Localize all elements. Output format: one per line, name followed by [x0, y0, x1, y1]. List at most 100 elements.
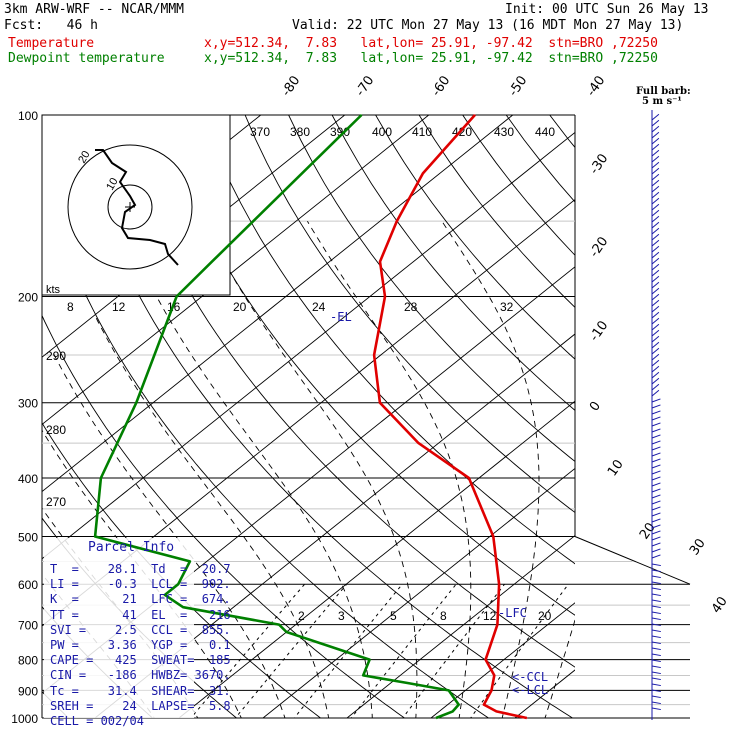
isotherm-line [599, 115, 740, 718]
wind-barb [651, 245, 660, 253]
dry-adiabat-line [680, 115, 740, 731]
wind-barb [651, 593, 661, 597]
wind-barb [651, 209, 660, 217]
temperature-point [493, 674, 495, 677]
wind-barb [651, 197, 660, 205]
isotherm-label: 10 [605, 457, 627, 479]
wind-barb [651, 398, 661, 403]
marker-el: -EL [330, 310, 352, 324]
dewpoint-point [406, 682, 409, 684]
parcel-info-row: T = 28.1 Td = 20.7 [50, 562, 231, 576]
marker-ccl: <-CCL [512, 670, 548, 684]
dewpoint-point [369, 658, 371, 661]
dry-adiabat-line [462, 115, 575, 256]
wind-barb [651, 506, 661, 511]
wind-barb [651, 131, 660, 139]
parcel-info-row: SVI = 2.5 CCL = 855. [50, 622, 231, 637]
wind-barb [651, 137, 660, 145]
dry-adiabat-line [70, 115, 574, 718]
barb-legend-title: Full barb: [636, 86, 691, 97]
dewpoint-point [448, 689, 450, 692]
dry-adiabat-line [549, 115, 575, 149]
mixing-ratio-lines [179, 583, 569, 718]
wind-barb [651, 329, 660, 337]
temperature-point [384, 295, 386, 298]
dewpoint-point [452, 710, 454, 712]
temperature-point [484, 658, 487, 661]
isotherm-line [42, 115, 514, 493]
wind-barb [651, 470, 661, 475]
wind-barb [651, 119, 660, 127]
wind-barb [651, 347, 660, 355]
dry-adiabat-line [288, 115, 575, 463]
hodograph-units: kts [46, 284, 61, 296]
dry-adiabat-line [42, 177, 490, 718]
speed-scale-label: 24 [312, 300, 326, 314]
model-title: 3km ARW-WRF -- NCAR/MMM [4, 2, 185, 17]
wind-barb [651, 341, 660, 349]
theta-label: 280 [46, 423, 66, 437]
wind-barb [651, 143, 660, 151]
dewpoint-point [182, 606, 184, 608]
isotherm-line [514, 669, 575, 718]
wind-barb [651, 536, 661, 541]
wind-barb [651, 389, 660, 397]
dewpoint-point [177, 583, 179, 585]
speed-scale-label: 12 [112, 300, 126, 314]
isotherm-label: -60 [429, 73, 453, 99]
wind-barb [651, 629, 661, 633]
isotherm-label: 30 [687, 536, 709, 558]
hodograph-ring-10 [107, 184, 153, 230]
wind-barb [651, 377, 660, 385]
wind-barb [651, 500, 661, 505]
wind-barb [651, 575, 661, 579]
parcel-info-row: K = 21 LFC = 674. [50, 592, 231, 607]
wind-barb [651, 446, 661, 451]
temperature-point [379, 402, 381, 404]
moist-adiabat-line [51, 349, 286, 718]
parcel-info-row: Tc = 31.4 SHEAR= 31. [50, 683, 231, 698]
wind-barb [651, 599, 661, 603]
wind-barb [651, 203, 660, 211]
wind-barb [651, 281, 660, 289]
wind-barb [651, 383, 660, 391]
wind-barb [651, 422, 661, 427]
wind-barb [651, 695, 661, 699]
wind-barb [651, 113, 660, 121]
parcel-info-panel [44, 538, 194, 718]
parcel-info-title: Parcel Info [88, 540, 175, 555]
temperature-point [417, 442, 420, 444]
temperature-profile-line [372, 114, 528, 720]
wind-barb [651, 458, 661, 463]
wind-barb [651, 359, 660, 367]
dry-adiabat-line [505, 115, 575, 203]
wind-barb [651, 191, 660, 199]
parcel-info-row: CIN = -186 HWBZ= 3670. [50, 668, 231, 683]
dewpoint-point [435, 717, 437, 719]
wind-barb [651, 548, 661, 553]
wind-barb [651, 161, 660, 169]
temperature-point [490, 689, 493, 692]
isotherm-label: 40 [709, 594, 731, 616]
wind-barb [651, 530, 661, 535]
parcel-info-row: CAPE = 425 SWEAT= 185 [50, 653, 231, 668]
wind-barb [651, 221, 660, 229]
wind-barb [651, 677, 661, 681]
dry-adiabat-line [244, 115, 575, 514]
wind-barb [651, 494, 661, 499]
wind-barb [651, 434, 661, 439]
dewpoint-point [176, 295, 178, 298]
forecast-hour: Fcst: 46 h [4, 18, 98, 33]
wind-barb [651, 683, 661, 687]
pressure-tick-label: 1000 [11, 712, 38, 726]
dry-adiabat-line [331, 115, 575, 411]
dewpoint-point [362, 674, 364, 677]
temperature-point [379, 260, 381, 263]
dewpoint-point [100, 477, 102, 479]
wind-barb [651, 440, 661, 445]
isotherm-label: -80 [279, 73, 303, 99]
parcel-info-row: SREH = 24 LAPSE= 5.8 [50, 698, 231, 713]
dewpoint-legend-info: x,y=512.34, 7.83 lat,lon= 25.91, -97.42 … [204, 51, 658, 66]
mixing-ratio-line [392, 583, 505, 718]
